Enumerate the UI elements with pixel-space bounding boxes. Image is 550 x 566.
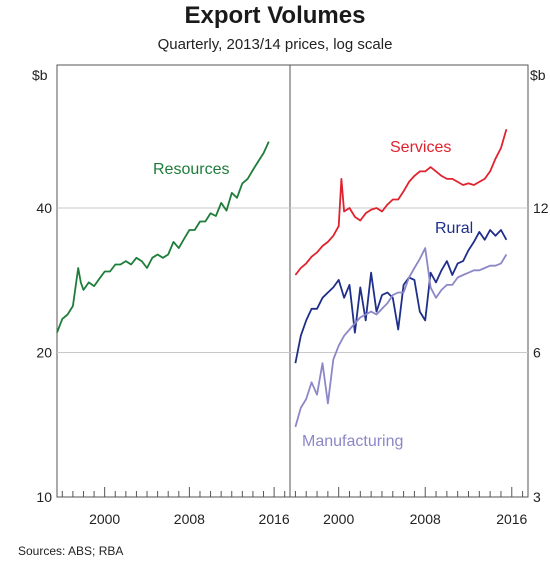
sources-note: Sources: ABS; RBA	[18, 544, 124, 558]
x-tick-label: 2000	[323, 511, 354, 527]
series-label-rural: Rural	[435, 220, 473, 237]
y-tick-label: 6	[533, 345, 541, 361]
series-label-services: Services	[390, 139, 451, 156]
y-tick-label: 40	[36, 200, 52, 216]
y-tick-label: 3	[533, 489, 541, 505]
y-unit-label: $b	[32, 67, 48, 83]
chart-subtitle: Quarterly, 2013/14 prices, log scale	[157, 36, 393, 53]
x-tick-label: 2016	[496, 511, 527, 527]
y-tick-label: 12	[533, 200, 549, 216]
y-tick-label: 20	[36, 345, 52, 361]
x-tick-label: 2016	[259, 511, 290, 527]
chart-title: Export Volumes	[184, 2, 366, 29]
panel-1: 10 20 40 $b 2000 2008 2016	[32, 67, 290, 527]
series-label-manufacturing: Manufacturing	[302, 433, 403, 450]
plot-frame	[56, 64, 529, 498]
series-line-services	[294, 129, 508, 276]
panel-2: 3 6 12 $b 2000 2008 2016	[290, 67, 549, 527]
y-unit-label: $b	[530, 67, 546, 83]
x-tick-label: 2008	[174, 511, 205, 527]
series-line-resources	[56, 141, 270, 333]
series-label-resources: Resources	[153, 161, 229, 178]
x-tick-label: 2008	[410, 511, 441, 527]
series-line-manufacturing	[294, 247, 508, 428]
x-tick-label: 2000	[89, 511, 120, 527]
y-tick-label: 10	[36, 489, 52, 505]
series-line-rural	[294, 229, 508, 364]
